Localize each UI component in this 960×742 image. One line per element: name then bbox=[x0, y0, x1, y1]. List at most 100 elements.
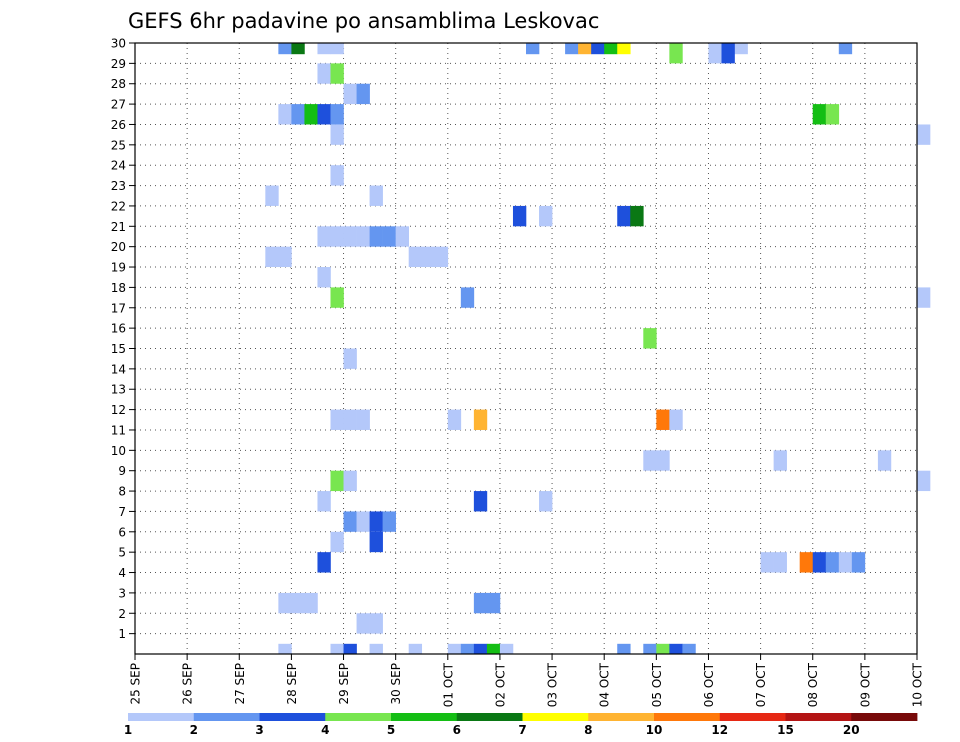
colorbar-segment bbox=[259, 713, 326, 721]
x-tick-label: 08 OCT bbox=[806, 662, 820, 707]
y-tick-label: 29 bbox=[111, 57, 126, 71]
precip-cell bbox=[539, 205, 553, 227]
chart-title: GEFS 6hr padavine po ansamblima Leskovac bbox=[128, 9, 599, 33]
precip-cell bbox=[369, 643, 383, 654]
precip-cell bbox=[838, 552, 853, 573]
precip-cell bbox=[330, 643, 344, 654]
precip-cell bbox=[317, 104, 331, 125]
precip-cell bbox=[434, 246, 449, 268]
precip-cell bbox=[408, 246, 423, 268]
precip-cell bbox=[330, 531, 344, 553]
precip-cell bbox=[278, 246, 292, 268]
y-tick-label: 17 bbox=[111, 301, 126, 315]
y-tick-label: 11 bbox=[111, 423, 126, 437]
precip-cell bbox=[421, 246, 436, 268]
precip-cell bbox=[486, 643, 501, 654]
precip-cell bbox=[578, 43, 592, 55]
precip-cell bbox=[669, 43, 683, 64]
precip-cell bbox=[486, 592, 501, 614]
precip-cell bbox=[330, 63, 344, 84]
precip-cell bbox=[799, 552, 814, 573]
precip-cell bbox=[499, 643, 514, 654]
x-tick-label: 04 OCT bbox=[598, 662, 612, 707]
colorbar-segment bbox=[193, 713, 260, 721]
colorbar-segment bbox=[588, 713, 655, 721]
y-tick-label: 6 bbox=[118, 525, 126, 539]
precip-cell bbox=[278, 592, 292, 614]
precip-cell bbox=[630, 205, 644, 227]
precip-cell bbox=[343, 409, 357, 430]
precip-cell bbox=[734, 43, 748, 55]
precip-cell bbox=[526, 43, 540, 55]
precip-cell bbox=[773, 450, 787, 471]
precip-cell bbox=[369, 185, 383, 206]
precip-cell bbox=[304, 592, 318, 614]
precip-cell bbox=[825, 104, 840, 125]
colorbar-segment bbox=[851, 713, 918, 721]
precip-cell bbox=[669, 643, 683, 654]
precip-cell bbox=[356, 226, 370, 247]
x-tick-label: 10 OCT bbox=[911, 662, 925, 707]
precip-cell bbox=[643, 450, 657, 471]
precip-cell bbox=[369, 613, 383, 634]
precip-cell bbox=[812, 104, 827, 125]
colorbar-segment bbox=[456, 713, 523, 721]
precip-cell bbox=[682, 643, 696, 654]
colorbar-label: 4 bbox=[321, 723, 329, 737]
colorbar-segment bbox=[719, 713, 786, 721]
precip-cell bbox=[265, 246, 279, 268]
precip-cell bbox=[473, 643, 488, 654]
y-tick-label: 26 bbox=[111, 118, 126, 132]
precip-cell bbox=[708, 43, 722, 64]
precip-cell bbox=[356, 511, 370, 532]
precip-cell bbox=[317, 43, 331, 55]
colorbar-segment bbox=[522, 713, 589, 721]
precip-cell bbox=[343, 83, 357, 105]
y-tick-label: 23 bbox=[111, 179, 126, 193]
colorbar-segment bbox=[654, 713, 721, 721]
precip-cell bbox=[760, 552, 774, 573]
precip-cell bbox=[408, 643, 423, 654]
precip-cell bbox=[278, 104, 292, 125]
precip-cell bbox=[643, 328, 657, 349]
precip-cell bbox=[330, 165, 344, 186]
colorbar-label: 6 bbox=[453, 723, 461, 737]
precip-cell bbox=[317, 267, 331, 288]
precip-cell bbox=[265, 185, 279, 206]
y-tick-label: 13 bbox=[111, 383, 126, 397]
precip-cell bbox=[773, 552, 787, 573]
colorbar-segment bbox=[128, 713, 195, 721]
precip-cell bbox=[512, 205, 527, 227]
precip-cell bbox=[330, 287, 344, 308]
y-tick-label: 20 bbox=[111, 240, 126, 254]
precip-cell bbox=[473, 491, 488, 512]
y-tick-label: 19 bbox=[111, 261, 126, 275]
precip-cell bbox=[721, 43, 735, 64]
precip-cell bbox=[356, 613, 370, 634]
colorbar-label: 12 bbox=[711, 723, 728, 737]
precip-cell bbox=[317, 63, 331, 84]
x-tick-label: 27 SEP bbox=[233, 663, 247, 705]
precip-cell bbox=[291, 104, 305, 125]
precip-cell bbox=[669, 409, 683, 430]
precip-cell bbox=[343, 226, 357, 247]
precip-cell bbox=[473, 409, 488, 430]
precip-cell bbox=[447, 643, 462, 654]
x-tick-label: 06 OCT bbox=[702, 662, 716, 707]
y-tick-label: 21 bbox=[111, 220, 126, 234]
precip-cell bbox=[369, 511, 383, 532]
x-axis: 25 SEP 26 SEP 27 SEP 28 SEP 29 SEP 30 SEP 01 O… bbox=[129, 654, 925, 707]
x-tick-label: 09 OCT bbox=[858, 662, 872, 707]
precip-cell bbox=[656, 450, 670, 471]
precip-cell bbox=[291, 592, 305, 614]
precip-cell bbox=[382, 226, 396, 247]
precip-cell bbox=[917, 124, 931, 145]
precip-cell bbox=[539, 491, 553, 512]
y-tick-label: 28 bbox=[111, 77, 126, 91]
colorbar-segment bbox=[785, 713, 852, 721]
colorbar-segment bbox=[391, 713, 458, 721]
y-tick-label: 30 bbox=[111, 37, 126, 51]
colorbar-label: 3 bbox=[255, 723, 263, 737]
precip-cell bbox=[617, 43, 631, 55]
y-tick-label: 8 bbox=[118, 485, 126, 499]
